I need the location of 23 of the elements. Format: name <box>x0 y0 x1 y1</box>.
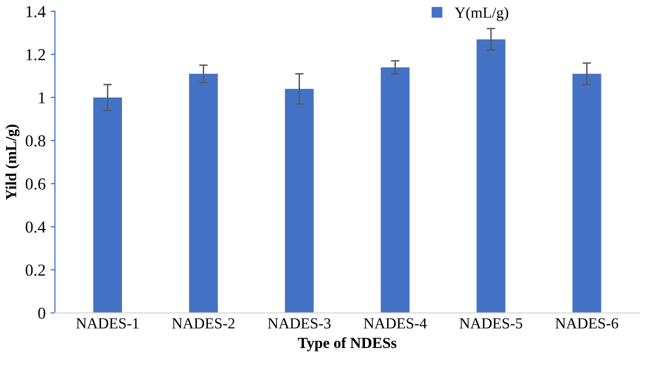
x-tick-label: NADES-4 <box>364 318 427 329</box>
bar <box>284 88 314 313</box>
x-tick-label: NADES-6 <box>555 318 618 329</box>
x-tick-label: NADES-3 <box>268 318 331 329</box>
y-tick-label: 0.2 <box>26 264 45 276</box>
y-tick-label: 1 <box>39 92 45 104</box>
bar <box>189 74 218 313</box>
x-tick-label: NADES-5 <box>460 318 522 329</box>
x-tick-label: NADES-1 <box>76 318 139 329</box>
bar <box>572 74 602 313</box>
y-tick-label: 1.4 <box>26 6 46 18</box>
y-tick-label: 0.8 <box>26 135 46 147</box>
bar <box>380 67 410 313</box>
bar <box>476 39 506 313</box>
y-tick-label: 1.2 <box>26 49 45 60</box>
x-axis-title: Type of NDESs <box>298 337 396 352</box>
bar <box>93 97 122 313</box>
y-tick-label: 0 <box>38 308 46 319</box>
legend-label: Y(mL/g) <box>454 7 508 21</box>
x-tick-label: NADES-2 <box>172 318 234 329</box>
y-axis-title: Yild (mL/g) <box>6 124 20 200</box>
y-tick-label: 0.6 <box>26 178 46 190</box>
y-tick-label: 0.4 <box>26 221 46 233</box>
